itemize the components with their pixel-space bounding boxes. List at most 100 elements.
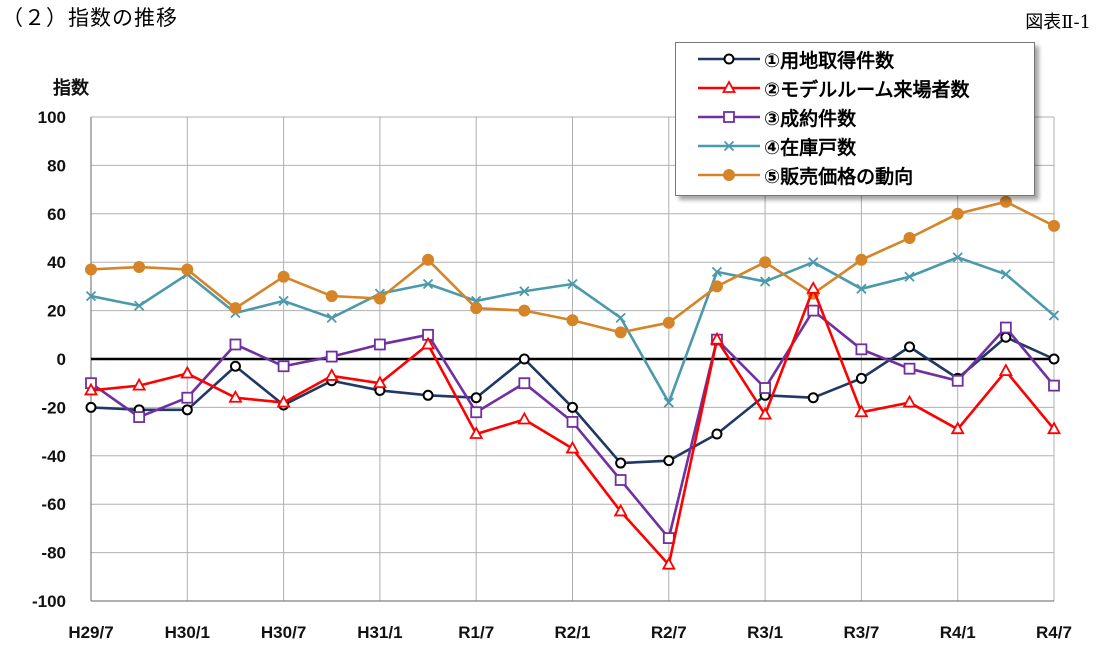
data-point bbox=[904, 271, 915, 282]
data-point bbox=[565, 440, 580, 454]
data-point bbox=[133, 411, 146, 423]
legend-item-2: ②モデルルーム来場者数 bbox=[696, 74, 970, 102]
data-point bbox=[567, 278, 578, 290]
data-point bbox=[85, 263, 97, 276]
legend-label: ⑤販売価格の動向 bbox=[764, 165, 914, 188]
data-point bbox=[134, 300, 145, 311]
data-point bbox=[372, 375, 387, 389]
data-point bbox=[808, 257, 819, 268]
x-tick-label: R3/7 bbox=[843, 623, 879, 642]
y-axis-label: 指数 bbox=[53, 77, 90, 99]
data-point bbox=[181, 263, 194, 276]
data-point bbox=[614, 474, 627, 486]
y-tick-label: 60 bbox=[47, 205, 66, 224]
x-tick-label: H31/1 bbox=[357, 623, 402, 642]
data-point bbox=[325, 290, 338, 303]
x-tick-label: H29/7 bbox=[68, 623, 113, 642]
data-point bbox=[277, 270, 290, 283]
data-point bbox=[855, 253, 868, 266]
data-point bbox=[326, 312, 337, 323]
x-tick-label: R1/7 bbox=[458, 623, 494, 642]
data-point bbox=[854, 404, 869, 418]
data-point bbox=[709, 331, 724, 345]
data-point bbox=[950, 421, 965, 435]
data-point bbox=[758, 406, 773, 420]
data-point bbox=[228, 389, 243, 403]
data-point bbox=[1048, 310, 1060, 321]
axes bbox=[90, 117, 1054, 602]
legend-item-3: ③成約件数 bbox=[696, 103, 856, 131]
data-point bbox=[902, 394, 917, 408]
x-tick-label: R2/1 bbox=[555, 623, 591, 642]
data-point bbox=[422, 253, 435, 266]
legend-label: ④在庫戸数 bbox=[764, 136, 857, 159]
legend-marker-triangle-icon bbox=[698, 80, 760, 93]
data-point bbox=[952, 252, 963, 263]
figure-number: 図表Ⅱ-1 bbox=[1025, 12, 1091, 33]
data-point bbox=[855, 372, 867, 384]
series-1 bbox=[85, 331, 1060, 469]
data-point bbox=[422, 389, 434, 401]
series-5 bbox=[85, 195, 1060, 339]
data-point bbox=[85, 290, 97, 302]
legend-marker-x-icon bbox=[698, 140, 760, 152]
data-point bbox=[566, 314, 579, 327]
data-point bbox=[85, 401, 97, 413]
data-point bbox=[1000, 269, 1011, 280]
data-point bbox=[132, 377, 147, 391]
data-point bbox=[278, 295, 289, 307]
y-tick-label: -40 bbox=[41, 447, 66, 466]
data-point bbox=[951, 207, 964, 220]
series-2 bbox=[83, 280, 1062, 570]
legend-label: ③成約件数 bbox=[764, 107, 857, 130]
data-point bbox=[276, 394, 291, 408]
x-tick-label: R3/1 bbox=[747, 623, 783, 642]
y-tick-label: -100 bbox=[32, 592, 66, 611]
data-point bbox=[903, 232, 916, 244]
data-point bbox=[518, 304, 531, 317]
x-tick-label: H30/7 bbox=[261, 623, 306, 642]
data-point bbox=[567, 401, 578, 413]
legend-marker-square-icon bbox=[698, 111, 760, 123]
data-point bbox=[470, 406, 483, 419]
legend-marker bbox=[723, 169, 735, 181]
data-point bbox=[181, 404, 193, 416]
data-point bbox=[663, 455, 675, 467]
data-point bbox=[759, 276, 771, 287]
section-heading: （２）指数の推移 bbox=[2, 6, 178, 30]
data-point bbox=[661, 556, 676, 570]
data-point bbox=[662, 316, 675, 329]
data-point bbox=[855, 343, 868, 356]
y-tick-label: 80 bbox=[47, 156, 66, 175]
data-point bbox=[373, 338, 386, 351]
data-point bbox=[904, 341, 916, 353]
data-point bbox=[469, 426, 484, 439]
data-point bbox=[759, 256, 772, 269]
data-point bbox=[518, 377, 531, 390]
data-point bbox=[1048, 353, 1060, 365]
data-point bbox=[229, 302, 242, 315]
y-tick-label: -60 bbox=[41, 495, 66, 514]
data-point bbox=[229, 360, 241, 372]
x-tick-label: R2/7 bbox=[651, 623, 687, 642]
legend-label: ②モデルルーム来場者数 bbox=[764, 78, 970, 101]
data-point bbox=[470, 392, 482, 404]
data-point bbox=[1048, 379, 1060, 392]
data-point bbox=[180, 365, 195, 379]
data-point bbox=[566, 416, 579, 428]
data-point bbox=[277, 360, 290, 373]
data-point bbox=[181, 391, 194, 404]
data-point bbox=[998, 363, 1013, 377]
data-point bbox=[133, 261, 146, 274]
data-point bbox=[615, 457, 627, 469]
y-tick-label: 100 bbox=[38, 108, 66, 127]
y-tick-label: 40 bbox=[47, 253, 66, 272]
data-point bbox=[711, 266, 723, 278]
legend: ①用地取得件数 ②モデルルーム来場者数 ③成約件数 ④在庫戸数 ⑤販売価格の動向 bbox=[675, 42, 1035, 196]
data-point bbox=[613, 503, 628, 517]
x-tick-label: R4/7 bbox=[1036, 623, 1072, 642]
legend-marker bbox=[723, 53, 735, 65]
legend-marker bbox=[721, 80, 737, 93]
data-point bbox=[806, 280, 821, 294]
